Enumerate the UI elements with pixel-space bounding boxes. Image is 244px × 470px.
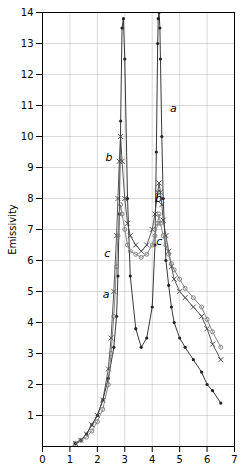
svg-text:13: 13 <box>21 38 34 49</box>
svg-text:6: 6 <box>27 255 33 266</box>
svg-text:14: 14 <box>21 7 34 18</box>
svg-text:11: 11 <box>21 100 34 111</box>
svg-text:3: 3 <box>27 348 33 359</box>
svg-text:a: a <box>103 288 110 301</box>
svg-text:5: 5 <box>27 286 33 297</box>
svg-text:b: b <box>155 192 162 205</box>
svg-text:8: 8 <box>27 193 33 204</box>
svg-text:4: 4 <box>149 454 155 465</box>
svg-text:3: 3 <box>122 454 128 465</box>
svg-text:b: b <box>106 151 113 164</box>
svg-text:10: 10 <box>21 131 34 142</box>
svg-text:2: 2 <box>27 379 33 390</box>
svg-text:a: a <box>170 102 177 115</box>
svg-text:12: 12 <box>21 69 34 80</box>
svg-text:1: 1 <box>67 454 73 465</box>
svg-text:7: 7 <box>231 454 237 465</box>
svg-text:c: c <box>104 247 110 260</box>
svg-text:0: 0 <box>39 454 45 465</box>
svg-text:Emissivity: Emissivity <box>7 204 18 255</box>
svg-text:7: 7 <box>27 224 33 235</box>
svg-text:5: 5 <box>176 454 182 465</box>
svg-text:4: 4 <box>27 317 33 328</box>
svg-text:1: 1 <box>27 410 33 421</box>
svg-text:6: 6 <box>204 454 210 465</box>
svg-text:2: 2 <box>94 454 100 465</box>
svg-text:9: 9 <box>27 162 33 173</box>
svg-text:c: c <box>156 235 162 248</box>
